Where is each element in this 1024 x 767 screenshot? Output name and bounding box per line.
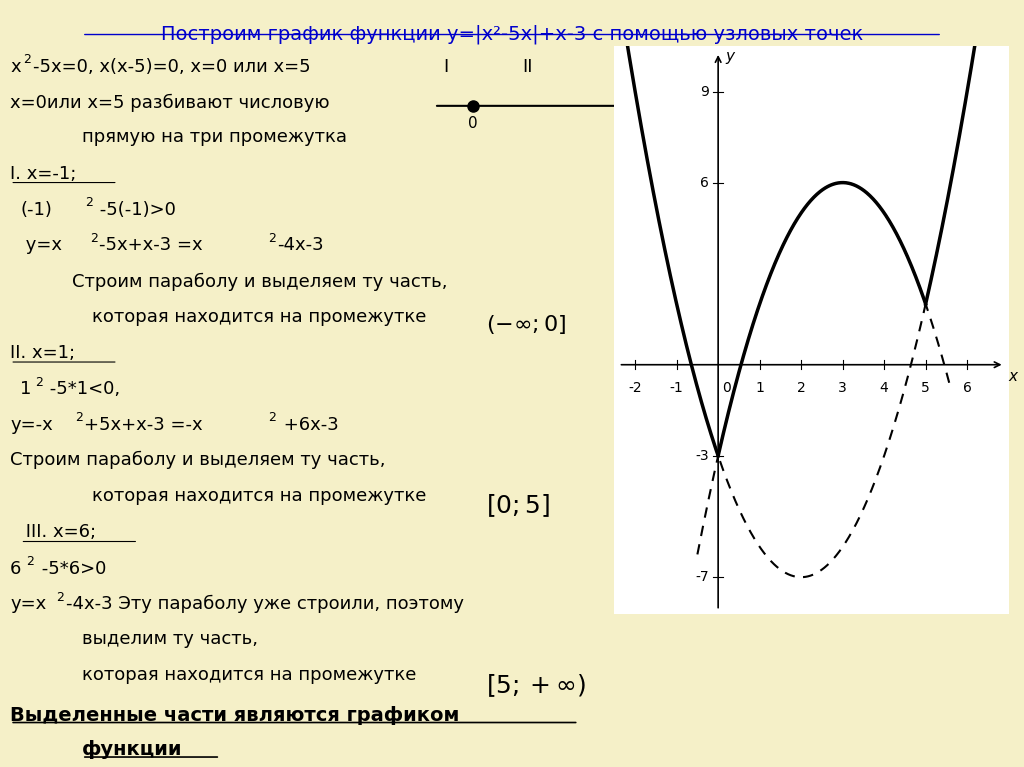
Text: Построим график функции y=|x²-5x|+x-3 с помощью узловых точек: Построим график функции y=|x²-5x|+x-3 с … [161,25,863,44]
Text: -5x+x-3 =x: -5x+x-3 =x [99,236,203,254]
Text: -5*1<0,: -5*1<0, [44,380,120,398]
Text: I. x=-1;: I. x=-1; [10,165,77,183]
Text: x=0или x=5 разбивают числовую: x=0или x=5 разбивают числовую [10,94,330,112]
Text: 2: 2 [24,53,32,66]
Text: x: x [772,98,780,114]
Text: +5x+x-3 =-x: +5x+x-3 =-x [84,416,203,433]
Text: Строим параболу и выделяем ту часть,: Строим параболу и выделяем ту часть, [72,272,447,291]
Text: 2: 2 [27,555,35,568]
Text: -2: -2 [629,381,642,396]
Text: y=x: y=x [20,236,62,254]
Text: 2: 2 [268,232,276,245]
Text: I: I [442,58,449,75]
Text: x: x [10,58,20,75]
Text: 1: 1 [20,380,32,398]
Text: $(-\infty;0]$: $(-\infty;0]$ [486,313,567,336]
Text: II: II [522,58,532,75]
Text: -5x=0, x(x-5)=0, x=0 или x=5: -5x=0, x(x-5)=0, x=0 или x=5 [33,58,310,75]
Text: функции: функции [82,740,182,759]
Text: 6: 6 [10,560,22,578]
Text: 1: 1 [756,381,764,396]
Text: которая находится на промежутке: которая находится на промежутке [92,487,427,505]
Text: 6: 6 [963,381,972,396]
Text: -5(-1)>0: -5(-1)>0 [94,201,176,219]
Text: $[0;5]$: $[0;5]$ [486,492,551,519]
Text: (-1): (-1) [20,201,52,219]
Text: +6x-3: +6x-3 [278,416,338,433]
Text: 2: 2 [797,381,806,396]
Text: 6: 6 [700,176,709,189]
Text: -7: -7 [695,570,709,584]
Text: -5*6>0: -5*6>0 [36,560,106,578]
Text: Выделенные части являются графиком: Выделенные части являются графиком [10,706,460,725]
Text: y=x: y=x [10,595,46,613]
Text: y: y [726,49,734,64]
Text: которая находится на промежутке: которая находится на промежутке [82,666,417,683]
Text: -4x-3: -4x-3 [278,236,325,254]
Text: Строим параболу и выделяем ту часть,: Строим параболу и выделяем ту часть, [10,451,386,469]
Text: 0: 0 [468,116,478,130]
Text: 5: 5 [663,116,672,130]
Text: выделим ту часть,: выделим ту часть, [82,630,258,648]
Text: x: x [1009,370,1018,384]
Text: III: III [668,58,684,75]
Text: -3: -3 [695,449,709,463]
Text: 2: 2 [35,376,43,389]
Text: -4x-3 Эту параболу уже строили, поэтому: -4x-3 Эту параболу уже строили, поэтому [66,595,464,614]
Text: 3: 3 [839,381,847,396]
Text: -1: -1 [670,381,684,396]
Text: 0: 0 [722,381,731,396]
Text: 9: 9 [700,84,709,98]
Text: 2: 2 [75,411,83,424]
Text: 2: 2 [56,591,65,604]
Text: III. x=6;: III. x=6; [20,523,96,541]
Text: y=-x: y=-x [10,416,53,433]
Text: 2: 2 [90,232,98,245]
Text: 2: 2 [85,196,93,209]
Text: $[5;+\infty)$: $[5;+\infty)$ [486,672,587,699]
Text: II. x=1;: II. x=1; [10,344,76,361]
Text: 4: 4 [880,381,889,396]
Text: прямую на три промежутка: прямую на три промежутка [82,128,347,146]
Text: 5: 5 [922,381,930,396]
Text: которая находится на промежутке: которая находится на промежутке [92,308,427,326]
Text: 2: 2 [268,411,276,424]
